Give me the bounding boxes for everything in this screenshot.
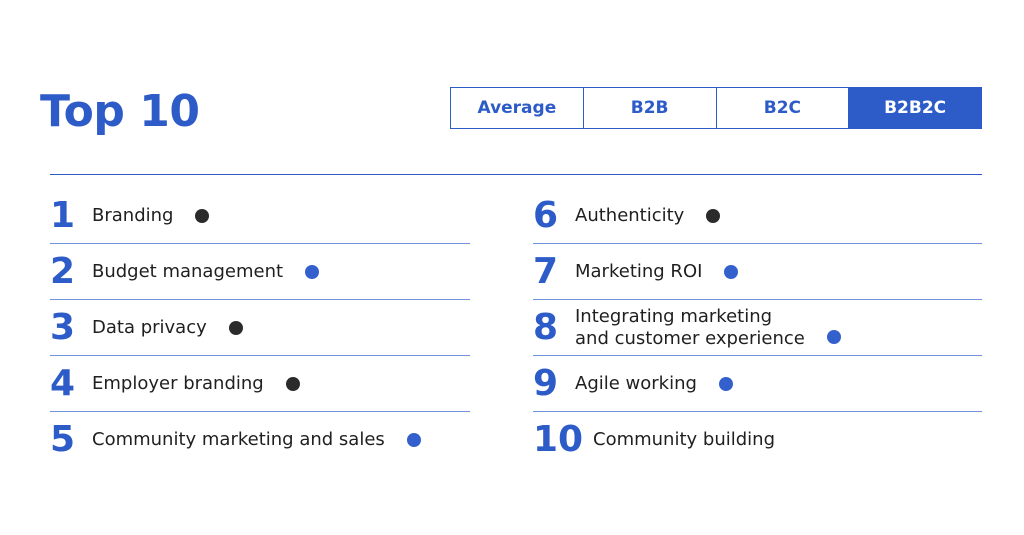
status-dot-icon — [706, 208, 721, 223]
rank-number: 9 — [533, 362, 559, 404]
list-item: 1 Branding — [50, 188, 470, 244]
rank-number: 8 — [533, 306, 559, 348]
tab-b2c[interactable]: B2C — [717, 88, 850, 128]
status-dot-icon — [285, 376, 300, 391]
status-dot-icon — [718, 376, 733, 391]
item-label: Authenticity — [575, 204, 685, 226]
list-item: 5 Community marketing and sales — [50, 412, 470, 468]
status-dot-icon — [228, 320, 243, 335]
item-label: Budget management — [92, 260, 284, 282]
list-item: 2 Budget management — [50, 244, 470, 300]
header-divider — [50, 174, 982, 175]
status-dot-icon — [305, 264, 320, 279]
item-label: Community building — [593, 429, 775, 450]
status-dot-icon — [195, 208, 210, 223]
segment-tabs: Average B2B B2C B2B2C — [450, 87, 982, 129]
list-item: 8 Integrating marketing and customer exp… — [533, 300, 982, 356]
item-label-line-2: and customer experience — [575, 327, 805, 349]
rank-number: 7 — [533, 250, 559, 292]
rank-number: 2 — [50, 250, 76, 292]
item-label: Employer branding — [92, 372, 264, 394]
list-item: 4 Employer branding — [50, 356, 470, 412]
item-label: Data privacy — [92, 316, 207, 338]
status-dot-icon — [826, 329, 841, 344]
list-item: 3 Data privacy — [50, 300, 470, 356]
tab-b2b[interactable]: B2B — [584, 88, 717, 128]
ranking-list-left: 1 Branding 2 Budget management 3 Data pr… — [50, 188, 470, 468]
rank-number: 3 — [50, 306, 76, 348]
item-label: Agile working — [575, 372, 697, 394]
ranking-list-right: 6 Authenticity 7 Marketing ROI 8 Integra… — [533, 188, 982, 468]
tab-b2b2c[interactable]: B2B2C — [849, 88, 981, 128]
rank-number: 5 — [50, 419, 76, 460]
rank-number: 6 — [533, 194, 559, 236]
list-item: 10 Community building — [533, 412, 982, 468]
item-label-line-1: Integrating marketing — [575, 305, 773, 327]
item-label: Branding — [92, 204, 174, 226]
item-label: Community marketing and sales — [92, 429, 385, 450]
rank-number: 1 — [50, 194, 76, 236]
list-item: 7 Marketing ROI — [533, 244, 982, 300]
tab-average[interactable]: Average — [451, 88, 584, 128]
item-label-multiline: Integrating marketing and customer exper… — [575, 306, 841, 350]
list-item: 9 Agile working — [533, 356, 982, 412]
status-dot-icon — [724, 264, 739, 279]
status-dot-icon — [406, 433, 421, 447]
rank-number: 4 — [50, 362, 76, 404]
item-label: Marketing ROI — [575, 260, 703, 282]
list-item: 6 Authenticity — [533, 188, 982, 244]
rank-number: 10 — [533, 419, 584, 460]
item-label-lines: Integrating marketing and customer exper… — [575, 306, 805, 350]
page-title: Top 10 — [40, 86, 200, 137]
